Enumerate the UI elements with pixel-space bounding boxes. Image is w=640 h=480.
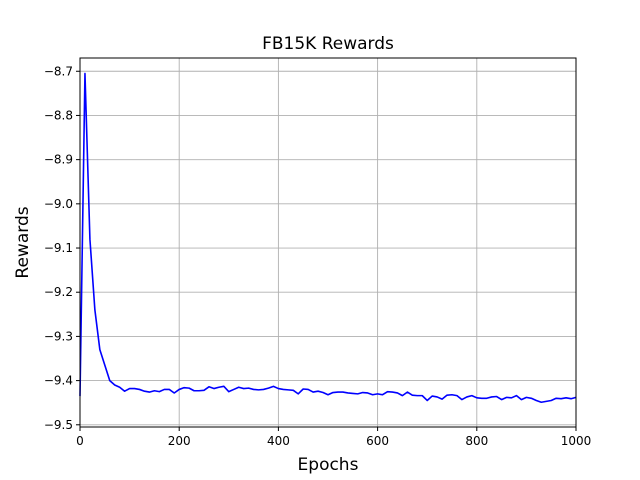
y-tick-label: −8.7	[44, 64, 73, 78]
plot-frame	[79, 57, 577, 428]
y-axis-label: Rewards	[13, 206, 33, 278]
y-tick-label: −9.4	[44, 374, 73, 388]
chart-title: FB15K Rewards	[262, 34, 394, 54]
x-tick-label: 800	[465, 434, 488, 448]
x-tick-label: 0	[76, 434, 84, 448]
x-tick-label: 1000	[561, 434, 592, 448]
x-tick-label: 400	[267, 434, 290, 448]
y-tick-label: −9.0	[44, 197, 73, 211]
y-tick-label: −8.9	[44, 153, 73, 167]
x-tick-label: 600	[366, 434, 389, 448]
y-tick-label: −8.8	[44, 108, 73, 122]
y-tick-label: −9.5	[44, 418, 73, 432]
y-tick-label: −9.2	[44, 285, 73, 299]
series-layer	[79, 72, 577, 404]
axis-ticks: 0 200 400 600 800 1000 −9.5 −9.4 −9.3 −9.2 −9.1 −9.…	[44, 64, 591, 448]
x-tick-label: 200	[168, 434, 191, 448]
y-tick-label: −9.3	[44, 329, 73, 343]
x-axis-label: Epochs	[298, 455, 359, 475]
rewards-series-line	[79, 72, 577, 404]
y-tick-label: −9.1	[44, 241, 73, 255]
